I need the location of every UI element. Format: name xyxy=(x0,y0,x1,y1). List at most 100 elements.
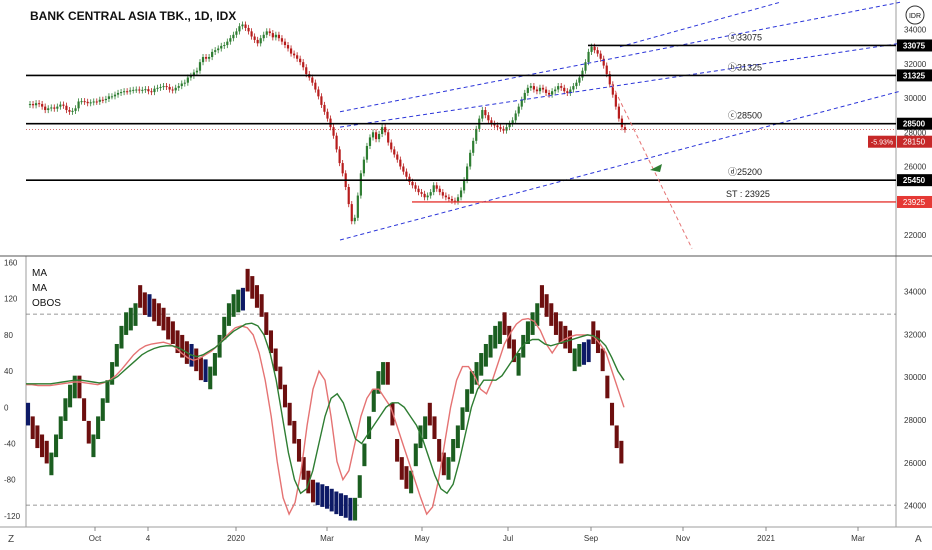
histogram-bar xyxy=(385,362,390,385)
histogram-bar xyxy=(254,285,259,308)
oscillator-axis-tick: 0 xyxy=(4,403,9,412)
zoom-toggle-icon[interactable]: Z xyxy=(8,534,14,545)
histogram-bar xyxy=(479,353,484,376)
histogram-bar xyxy=(170,321,175,344)
candle-body xyxy=(338,149,341,164)
candle-body xyxy=(62,104,65,106)
last-price-tag: 28150 xyxy=(903,138,926,147)
histogram-bar xyxy=(245,268,250,292)
candle-body xyxy=(289,48,293,54)
currency-badge[interactable]: IDR xyxy=(905,5,925,25)
candle-body xyxy=(314,82,317,90)
candle-body xyxy=(581,70,584,78)
candle-body xyxy=(180,83,183,87)
histogram-bar xyxy=(282,384,288,408)
histogram-bar xyxy=(441,452,446,476)
candle-body xyxy=(244,24,247,28)
level-tag-box xyxy=(897,117,932,130)
oscillator-right-tick: 32000 xyxy=(904,330,927,339)
histogram-bar xyxy=(231,294,236,317)
histogram-bar xyxy=(301,457,306,480)
histogram-bar xyxy=(175,330,180,354)
histogram-bar xyxy=(413,443,418,467)
candle-body xyxy=(232,34,235,39)
channel-lower-line[interactable] xyxy=(339,90,901,241)
candle-body xyxy=(262,34,265,39)
candle-body xyxy=(362,159,366,174)
histogram-bar xyxy=(138,285,143,308)
candle-body xyxy=(253,36,256,40)
histogram-bar xyxy=(292,420,297,444)
histogram-bar xyxy=(310,479,316,503)
auto-scale-icon[interactable]: A xyxy=(915,534,922,545)
candle-body xyxy=(247,27,250,32)
candle-body xyxy=(28,104,32,106)
oscillator-axis-tick: -120 xyxy=(4,512,21,521)
candle-body xyxy=(192,72,196,76)
histogram-bar xyxy=(133,303,138,326)
histogram-bar xyxy=(110,362,115,385)
histogram-bar xyxy=(58,416,63,440)
histogram-bar xyxy=(451,439,456,462)
candle-body xyxy=(265,31,268,35)
candle-body xyxy=(89,102,92,104)
target-arrow-icon[interactable] xyxy=(650,164,662,172)
candle-body xyxy=(198,62,202,71)
price-axis-tick: 32000 xyxy=(904,60,927,69)
histogram-bar xyxy=(68,384,73,408)
candle-body xyxy=(156,87,159,89)
candle-body xyxy=(444,195,447,198)
oscillator-right-tick: 30000 xyxy=(904,373,927,382)
candle-body xyxy=(53,107,56,109)
candle-body xyxy=(214,50,217,52)
candle-body xyxy=(31,104,35,106)
histogram-bar xyxy=(325,486,330,509)
oscillator-legend-item[interactable]: OBOS xyxy=(32,298,61,309)
level-tag-box xyxy=(897,39,932,52)
level-label: ⓐ33075 xyxy=(728,32,762,42)
oscillator-pane[interactable]: 160 120 80 40 0 -40 -80 -120 34000 32000 30000 2800… xyxy=(4,259,927,521)
histogram-bar xyxy=(423,416,428,440)
oscillator-legend-item[interactable]: MA xyxy=(32,268,47,279)
price-axis-tick: 30000 xyxy=(904,94,927,103)
candle-body xyxy=(65,105,68,111)
histogram-bar xyxy=(334,491,339,515)
candle-body xyxy=(350,204,353,222)
histogram-bar xyxy=(287,402,292,426)
price-axis-tick: 34000 xyxy=(904,26,927,35)
candle-body xyxy=(50,107,53,109)
time-axis[interactable]: Oct 4 2020 Mar May Jul Sep Nov 2021 Mar xyxy=(89,527,865,543)
candle-body xyxy=(241,24,244,27)
projection-line[interactable] xyxy=(611,84,693,249)
candle-body xyxy=(110,96,114,98)
time-axis-label: 2021 xyxy=(757,534,775,543)
candle-body xyxy=(353,217,356,222)
candle-body xyxy=(186,77,189,83)
candle-body xyxy=(220,45,223,49)
candle-body xyxy=(584,62,587,71)
price-pane[interactable]: 34000320003000028000260002400022000ⓐ3307… xyxy=(26,1,932,249)
candle-body xyxy=(217,48,220,51)
channel-mid-line[interactable] xyxy=(339,42,901,128)
histogram-bar xyxy=(86,420,91,444)
oscillator-legend-item[interactable]: MA xyxy=(32,283,47,294)
candle-body xyxy=(226,41,229,46)
candle-body xyxy=(508,123,511,128)
price-axis-tick: 28000 xyxy=(904,128,927,137)
candle-body xyxy=(608,74,611,85)
histogram-bar xyxy=(320,484,325,507)
histogram-bar xyxy=(535,303,540,326)
candle-body xyxy=(329,118,332,128)
candle-body xyxy=(347,187,350,205)
candle-body xyxy=(286,45,290,49)
histogram-bar xyxy=(493,325,498,349)
histogram-bar xyxy=(367,416,372,440)
candle-body xyxy=(438,188,441,193)
histogram-bar xyxy=(614,425,619,449)
histogram-bar xyxy=(236,289,241,313)
candle-body xyxy=(95,101,98,103)
candle-body xyxy=(456,197,460,202)
histogram-bar xyxy=(250,276,255,299)
candle-body xyxy=(141,89,144,91)
